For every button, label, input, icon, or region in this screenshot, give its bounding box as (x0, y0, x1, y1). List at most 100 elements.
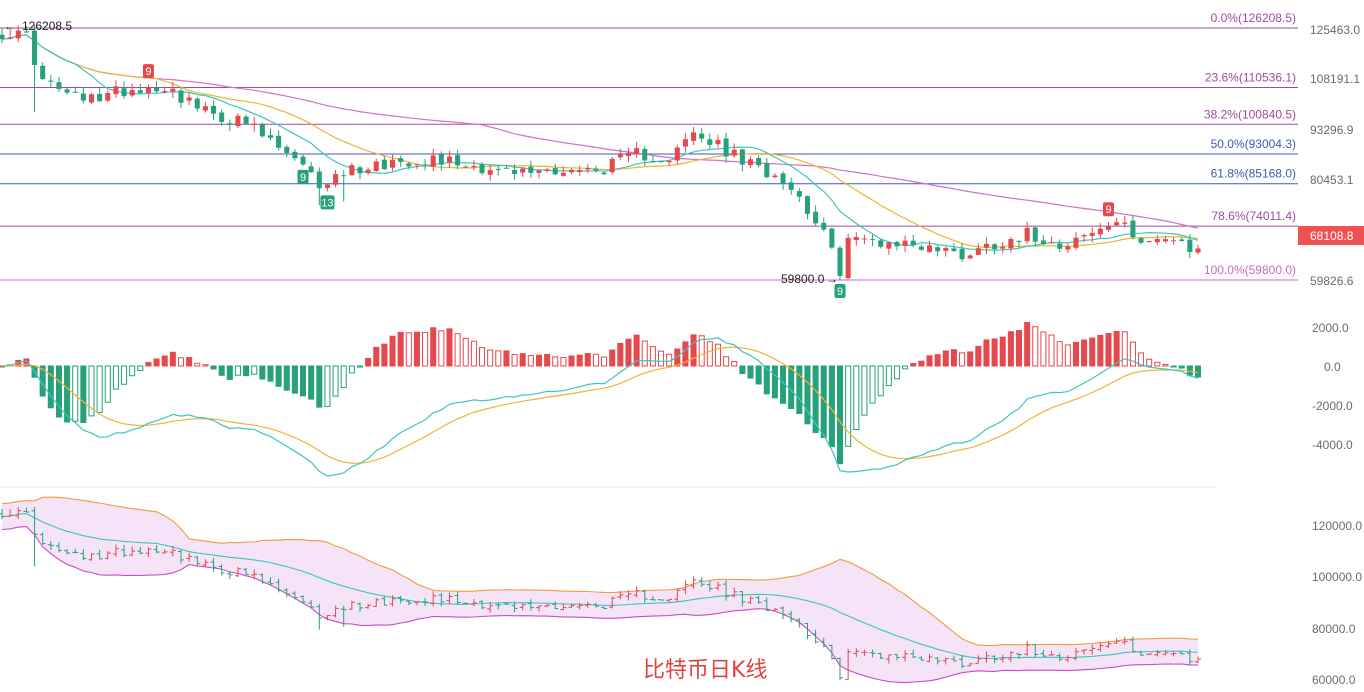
macd-hist-bar (552, 356, 559, 367)
macd-hist-bar (893, 365, 900, 380)
candle-body (154, 87, 160, 92)
macd-dea-line (1, 346, 1199, 464)
candle-body (357, 167, 363, 174)
macd-hist-bar (1146, 358, 1153, 367)
macd-hist-bar (576, 354, 583, 367)
candle-body (658, 161, 664, 163)
candle-body (967, 255, 973, 259)
candle-body (625, 152, 631, 157)
candle-body (64, 89, 70, 93)
candle-body (853, 236, 859, 241)
boll-tick: 80000.0 (1312, 622, 1356, 636)
td-badge-label: 9 (145, 66, 151, 78)
candle-body (1146, 240, 1152, 242)
macd-hist-bar (625, 338, 632, 367)
candle-body (227, 123, 233, 125)
td-badge (1103, 202, 1115, 217)
candle-body (861, 238, 867, 240)
macd-hist-bar (1121, 331, 1128, 367)
macd-hist-bar (788, 365, 795, 410)
macd-panel (0, 321, 1215, 488)
macd-hist-bar (519, 353, 526, 367)
macd-hist-bar (1138, 352, 1145, 367)
macd-hist-bar (1097, 334, 1104, 367)
current-price-text: 68108.8 (1310, 229, 1354, 243)
candle-body (666, 160, 672, 163)
candle-body (422, 164, 428, 166)
macd-hist-bar (1081, 339, 1088, 367)
macd-hist-bar (145, 361, 152, 367)
macd-tick: -4000.0 (1312, 438, 1353, 452)
macd-hist-bar (771, 365, 778, 399)
candle-body (471, 165, 477, 168)
candle-body (162, 91, 168, 93)
fib-label: 100.0%(59800.0) (1204, 263, 1296, 277)
macd-hist-bar (926, 355, 933, 367)
ma-short-line (1, 34, 1199, 251)
macd-hist-bar (584, 353, 591, 367)
macd-hist-bar (308, 365, 315, 400)
macd-hist-bar (804, 365, 811, 425)
macd-hist-bar (300, 365, 307, 397)
candle-body (601, 172, 607, 175)
macd-hist-bar (999, 336, 1006, 367)
bollinger-mid-line (1, 513, 1199, 660)
candle-body (983, 243, 989, 248)
candle-body (926, 245, 933, 252)
macd-hist-bar (55, 365, 62, 418)
macd-hist-bar (381, 343, 388, 367)
candle-body (772, 175, 778, 178)
macd-hist-bar (104, 365, 111, 403)
macd-hist-bar (511, 354, 518, 367)
macd-axis: 2000.0 0.0 -2000.0 -4000.0 (1312, 321, 1353, 452)
candle-body (520, 168, 526, 173)
macd-hist-bar (129, 365, 136, 377)
candle-body (951, 248, 957, 252)
macd-hist-bar (568, 355, 575, 367)
macd-hist-bar (861, 365, 868, 416)
candle-body (324, 184, 330, 188)
macd-hist-bar (234, 365, 241, 376)
candle-body (1179, 239, 1185, 242)
macd-hist-bar (853, 365, 860, 430)
candle-body (381, 159, 387, 170)
fib-label: 50.0%(93004.3) (1211, 137, 1296, 151)
macd-hist-bar (942, 350, 949, 367)
macd-hist-bar (527, 355, 534, 367)
candle-body (569, 169, 575, 173)
macd-hist-bar (137, 365, 144, 371)
candle-body (219, 112, 225, 122)
macd-hist-bar (186, 357, 193, 367)
candle-body (552, 168, 558, 175)
candle-body (479, 164, 485, 174)
candle-body (609, 159, 615, 173)
macd-hist-bar (910, 362, 917, 367)
candle-body (715, 139, 721, 145)
macd-hist-bar (291, 365, 298, 394)
td-badge-label: 9 (837, 286, 843, 298)
macd-hist-bar (1089, 337, 1096, 367)
macd-hist-bar (80, 365, 87, 423)
candle-body (72, 91, 78, 93)
chart-caption: 比特币日K线 (643, 658, 767, 683)
macd-hist-bar (1056, 341, 1063, 367)
candle-body (560, 172, 566, 176)
macd-hist-bar (340, 365, 347, 388)
macd-hist-bar (983, 339, 990, 367)
macd-hist-bar (1007, 331, 1014, 367)
candle-body (512, 169, 518, 175)
macd-hist-bar (617, 342, 624, 367)
macd-hist-bar (169, 351, 176, 367)
macd-hist-bar (1048, 334, 1055, 367)
candle-body (80, 93, 86, 101)
candle-body (121, 88, 127, 97)
candle-body (211, 105, 217, 114)
candle-body (129, 89, 135, 96)
macd-hist-bar (714, 343, 721, 367)
candle-body (105, 92, 111, 101)
macd-hist-bar (210, 365, 217, 370)
candle-body (292, 151, 298, 159)
candle-body (341, 175, 347, 177)
macd-hist-bar (373, 346, 380, 367)
